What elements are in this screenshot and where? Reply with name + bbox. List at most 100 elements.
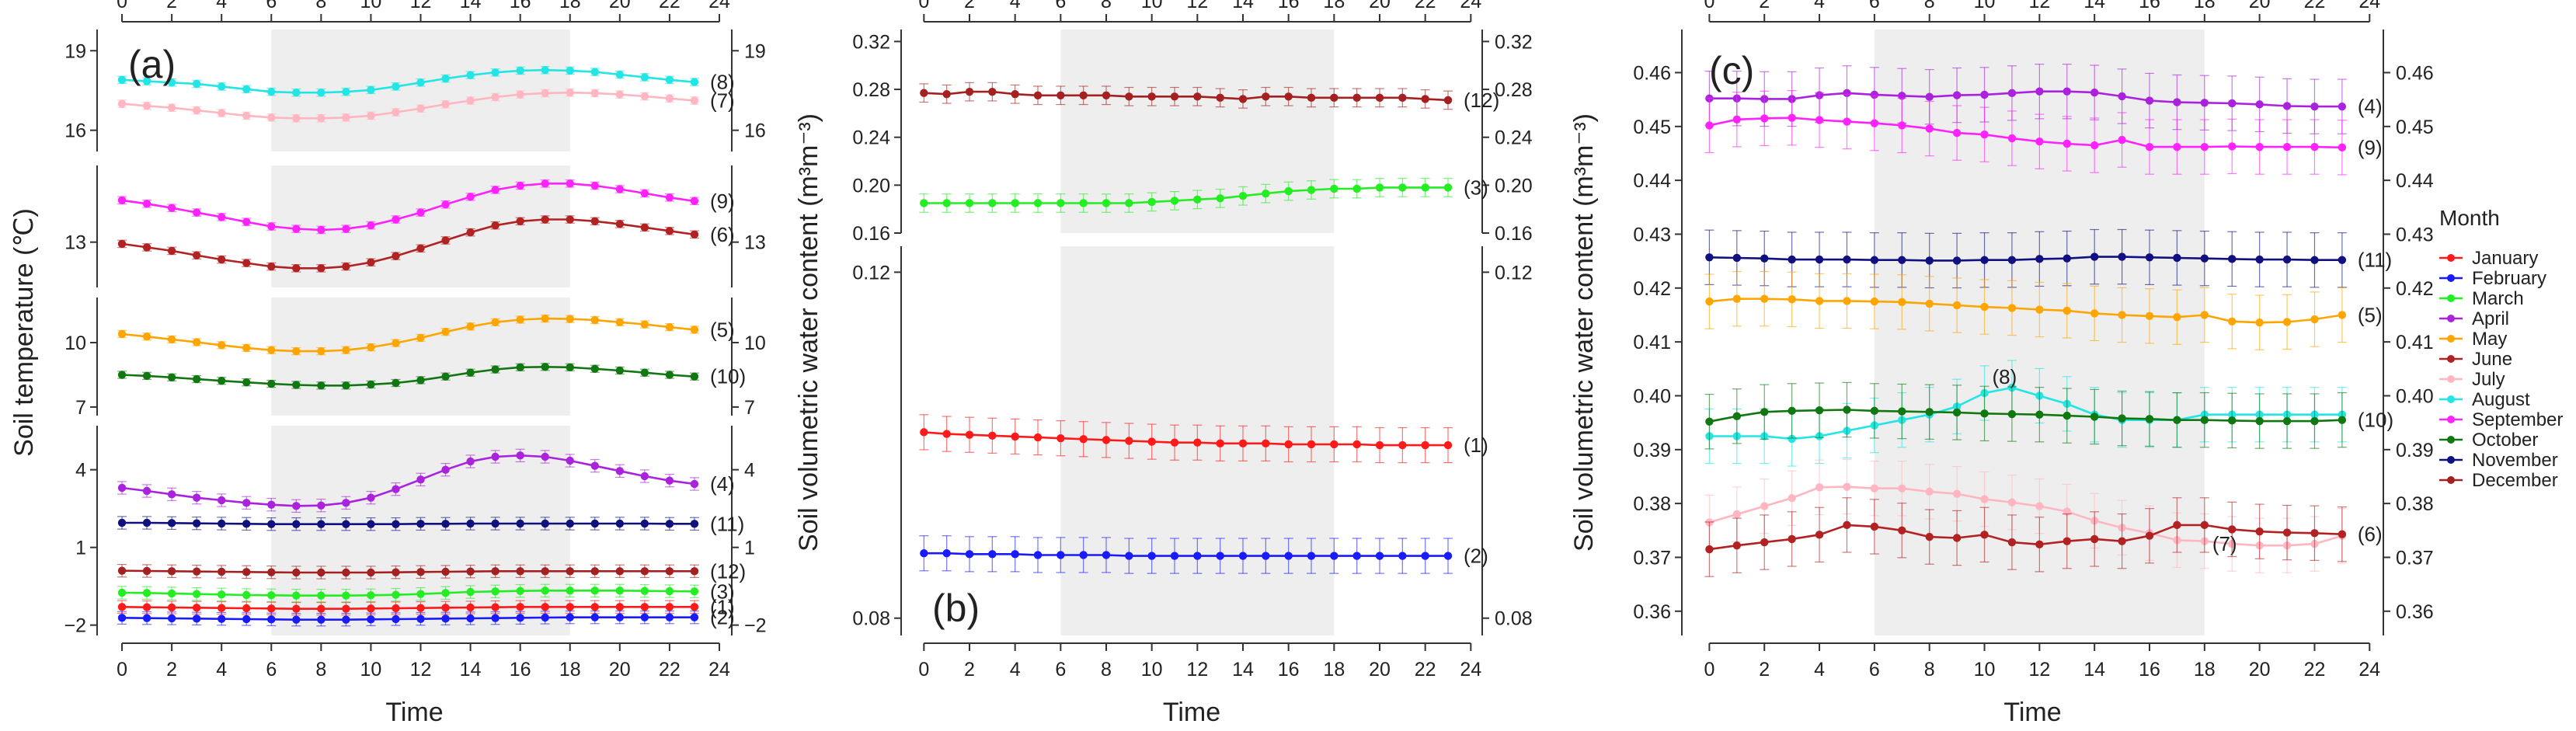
data-point (1843, 117, 1851, 126)
data-point (292, 114, 301, 123)
data-point (1102, 551, 1111, 559)
data-point (920, 428, 928, 437)
data-point (1238, 95, 1248, 103)
x-tick-label-top: 6 (1869, 0, 1880, 12)
data-point (640, 189, 649, 198)
data-point (516, 181, 524, 190)
data-point (2255, 142, 2264, 151)
data-point (516, 519, 524, 528)
data-point (615, 185, 625, 193)
legend-marker (2447, 395, 2455, 403)
data-point (690, 479, 699, 489)
y-tick-label-left: 7 (75, 397, 86, 419)
data-point (466, 368, 475, 377)
data-point (491, 186, 500, 194)
data-point (1925, 487, 1934, 496)
data-point (1262, 92, 1270, 101)
data-point (1843, 89, 1851, 98)
data-point (566, 363, 574, 372)
data-point (217, 82, 226, 91)
x-tick-label-top: 16 (2139, 0, 2160, 12)
data-point (2007, 409, 2017, 419)
y-tick-label-right: 16 (744, 120, 766, 142)
x-tick-label-top: 18 (1323, 0, 1345, 12)
panel-label: (a) (128, 43, 176, 86)
data-point (590, 613, 599, 621)
x-tick-label-bottom: 20 (2249, 659, 2271, 681)
data-point (1870, 256, 1879, 264)
x-tick-label-bottom: 0 (918, 659, 929, 681)
data-point (1443, 552, 1453, 560)
data-point (1952, 256, 1962, 265)
data-point (392, 252, 400, 260)
data-point (2173, 142, 2181, 151)
data-point (1147, 437, 1156, 446)
data-point (416, 333, 425, 343)
data-point (1375, 552, 1384, 560)
x-tick-label-bottom: 8 (1924, 659, 1935, 681)
data-point (2145, 531, 2154, 540)
data-point (342, 568, 350, 577)
data-point (566, 567, 574, 576)
data-point (640, 320, 649, 329)
data-point (942, 199, 951, 207)
data-point (1262, 552, 1270, 560)
series-12: (12) (919, 82, 1499, 112)
x-tick-label-bottom: 14 (1232, 659, 1254, 681)
data-point (2145, 312, 2154, 321)
series-label: (11) (2358, 249, 2392, 272)
data-point (1079, 199, 1088, 207)
y-tick-label-right: 7 (744, 397, 755, 419)
data-point (2173, 313, 2181, 322)
series-line (1709, 486, 2343, 547)
data-point (242, 568, 251, 576)
data-point (615, 318, 625, 326)
data-point (1952, 91, 1962, 99)
data-point (516, 217, 524, 225)
data-point (217, 590, 226, 599)
data-point (1193, 92, 1202, 101)
data-point (1443, 96, 1453, 105)
data-point (541, 314, 549, 323)
data-point (1170, 92, 1179, 101)
data-point (217, 614, 226, 623)
data-point (1011, 432, 1019, 441)
data-point (541, 363, 549, 371)
panel-label: (c) (1709, 49, 1754, 92)
data-point (342, 346, 350, 354)
data-point (965, 430, 974, 439)
data-point (1398, 183, 1407, 192)
data-point (566, 179, 574, 188)
data-point (690, 567, 699, 576)
data-point (2282, 416, 2292, 426)
data-point (690, 520, 699, 528)
data-point (242, 378, 251, 387)
data-point (342, 615, 350, 624)
x-tick-label-top: 14 (2083, 0, 2105, 12)
data-point (416, 475, 425, 484)
data-point (466, 322, 475, 331)
data-point (292, 346, 301, 356)
data-point (2090, 88, 2099, 97)
data-point (2338, 256, 2347, 264)
series-label: (6) (2358, 523, 2383, 546)
data-point (1788, 434, 1796, 444)
data-point (466, 519, 475, 528)
data-point (1102, 199, 1111, 207)
data-point (1705, 545, 1714, 554)
x-tick-label-bottom: 2 (166, 659, 177, 681)
x-tick-label-top: 8 (1101, 0, 1112, 12)
y-tick-label-left: 0.42 (1633, 278, 1671, 300)
data-point (367, 520, 375, 528)
series-2: (2) (117, 606, 735, 629)
data-point (590, 587, 599, 595)
legend-item-label: August (2472, 389, 2530, 410)
data-point (242, 499, 251, 507)
data-point (566, 613, 574, 621)
legend-title: Month (2439, 206, 2500, 230)
data-point (1352, 440, 1361, 449)
data-point (640, 603, 649, 611)
data-point (1732, 115, 1742, 124)
data-point (2338, 311, 2347, 319)
x-tick-label-top: 18 (2194, 0, 2216, 12)
